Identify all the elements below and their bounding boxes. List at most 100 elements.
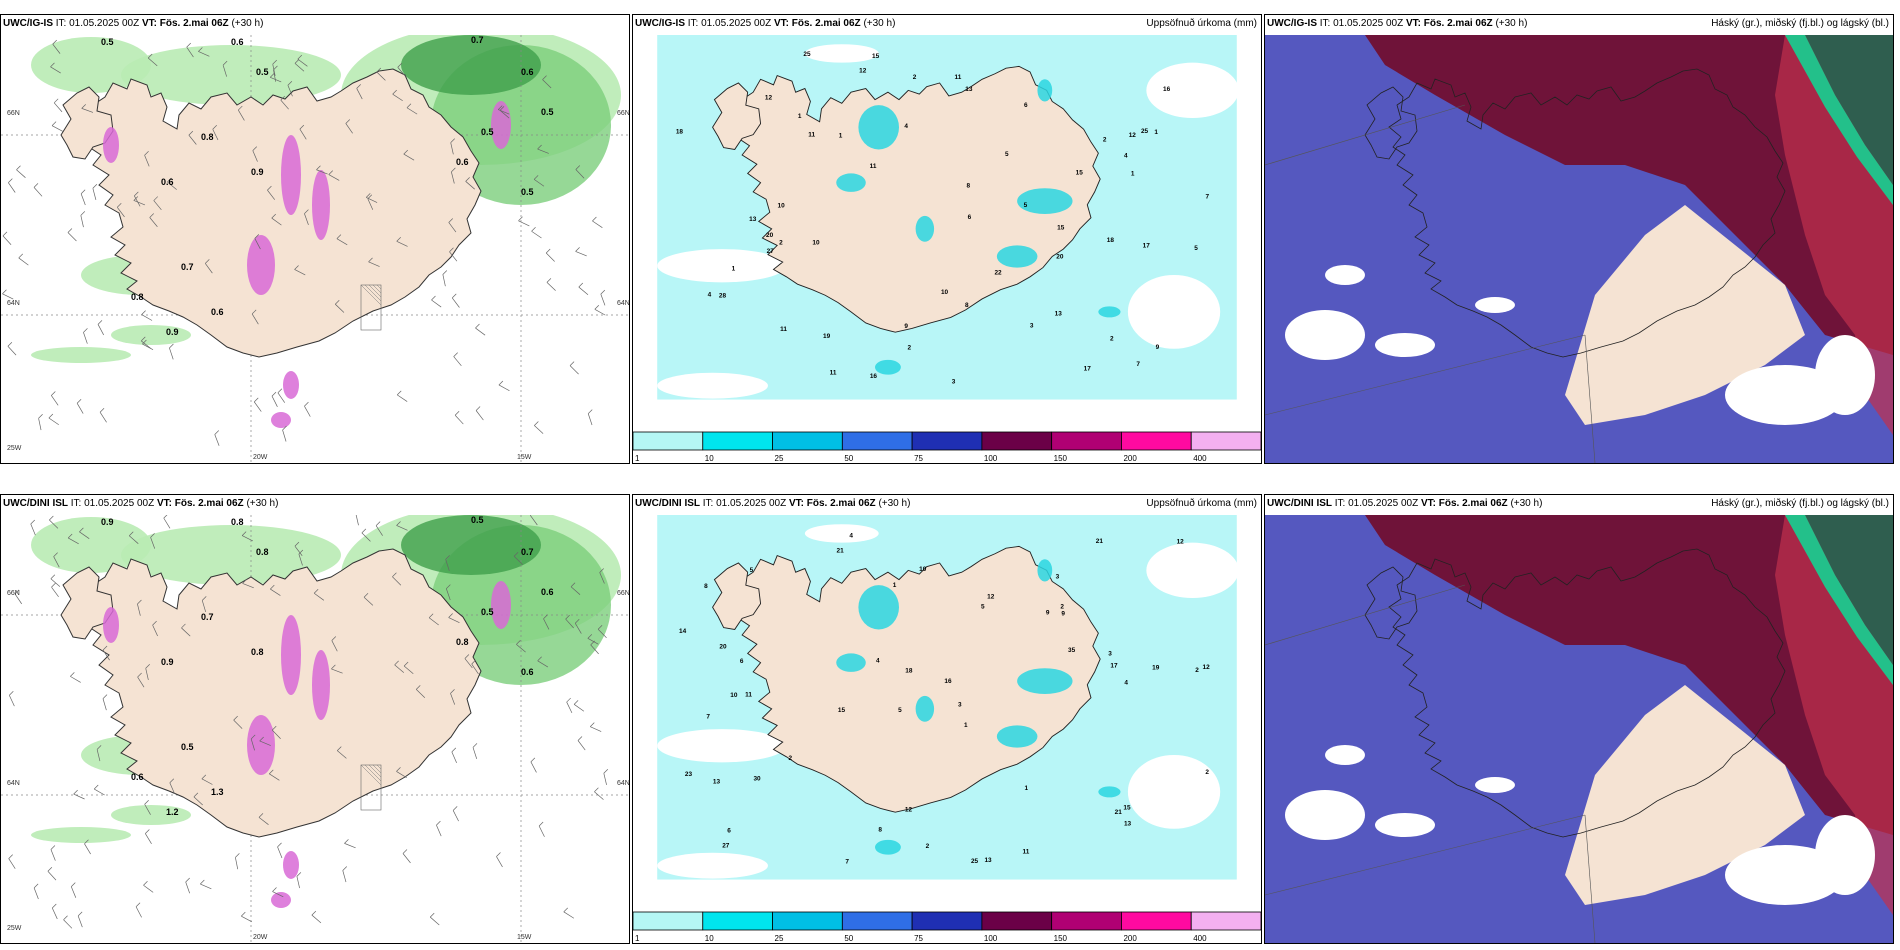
precip-amount: 10	[730, 692, 738, 699]
wind-barb	[465, 181, 475, 190]
wind-barb-feather	[84, 839, 89, 845]
wind-barb	[251, 313, 259, 325]
wind-barb-feather	[590, 722, 595, 727]
wind-barb	[345, 123, 353, 134]
wind-barb	[94, 788, 105, 796]
heavy-precip-area	[247, 715, 275, 775]
wind-barb-feather	[167, 177, 172, 183]
precip-amount: 3	[1030, 322, 1034, 329]
wind-barb	[565, 618, 574, 629]
precip-amount: 7	[1136, 361, 1140, 368]
wind-barb-feather	[496, 852, 501, 857]
wind-barb	[272, 64, 276, 77]
wind-barb-feather	[294, 541, 300, 547]
precip-value: 0.8	[251, 647, 264, 657]
wind-barb-feather	[578, 282, 584, 288]
wind-barb-feather	[63, 915, 68, 921]
wind-barb-feather	[403, 149, 409, 155]
wind-barb	[376, 71, 386, 81]
wind-barb-feather	[141, 310, 146, 315]
wind-barb-feather	[429, 912, 435, 918]
wind-barb	[186, 46, 194, 58]
wind-barb-feather	[565, 614, 570, 620]
legend-swatch	[702, 911, 773, 931]
precip-value: 0.5	[471, 515, 484, 525]
wind-barb	[442, 274, 446, 287]
wind-barb	[342, 870, 347, 883]
wind-barb	[577, 740, 586, 751]
precip-amount: 7	[845, 859, 849, 866]
wind-barb	[49, 519, 59, 529]
wind-barb	[445, 588, 451, 601]
precip-amount: 14	[679, 628, 687, 635]
wind-barb-feather	[450, 689, 455, 694]
wind-barb-feather	[8, 854, 13, 859]
wind-barb	[516, 644, 526, 653]
panel-right-title: Uppsöfnuð úrkoma (mm)	[1146, 498, 1257, 509]
model-name: UWC/DINI ISL	[1267, 498, 1332, 509]
wind-barb	[81, 108, 94, 113]
boundary-line	[1584, 814, 1596, 943]
wind-barb-feather	[397, 62, 402, 68]
heavy-precip-area	[281, 135, 301, 215]
precip-amount: 17	[1084, 366, 1092, 373]
lon-label: 20W	[253, 454, 268, 461]
wind-barb	[594, 308, 606, 316]
wind-barb-feather	[145, 829, 150, 834]
wind-barb	[451, 751, 457, 763]
wind-barb	[233, 719, 243, 729]
westfjords-outline	[1364, 86, 1418, 160]
precip-value: 0.6	[131, 772, 144, 782]
wind-barb	[304, 405, 311, 417]
wind-barb-feather	[2, 231, 8, 237]
wind-barb-feather	[67, 533, 73, 539]
wind-barb	[592, 220, 603, 229]
lat-label: 66N	[7, 590, 20, 597]
panel-wind-precip-bottom: UWC/DINI ISL IT: 01.05.2025 00Z VT: Fös.…	[0, 494, 630, 944]
wind-barb-feather	[153, 196, 159, 201]
heavy-precip-area	[281, 615, 301, 695]
wind-barb	[277, 846, 283, 859]
precip-amount: 25	[971, 858, 979, 865]
wind-barb	[133, 195, 141, 207]
wind-barb	[67, 537, 79, 545]
precip-amount: 21	[837, 547, 845, 554]
wind-barb	[129, 535, 139, 544]
wind-barb	[287, 85, 293, 97]
wind-barb	[396, 240, 408, 247]
wind-barb-feather	[163, 515, 168, 519]
precip-amount: 11	[830, 370, 837, 377]
lat-label-right: 64N	[617, 780, 629, 787]
wind-barb	[499, 110, 510, 119]
legend-tick: 150	[1054, 454, 1068, 463]
offset-label: (+30 h)	[1510, 498, 1543, 509]
wind-barb-feather	[534, 421, 539, 426]
wind-barb-feather	[316, 165, 321, 170]
wind-barb	[297, 58, 308, 67]
precip-heavy-area	[858, 585, 900, 630]
wind-barb	[277, 392, 286, 403]
wind-barb	[143, 884, 154, 893]
panel-accum-precip-bottom: UWC/DINI ISL IT: 01.05.2025 00Z VT: Fös.…	[632, 494, 1262, 944]
wind-barb-feather	[16, 165, 21, 170]
wind-barb	[147, 57, 158, 67]
wind-barb-feather	[277, 842, 282, 848]
legend-tick: 25	[775, 934, 784, 943]
wind-barb-feather	[137, 599, 142, 605]
panel-accum-precip-top: UWC/IG-IS IT: 01.05.2025 00Z VT: Fös. 2.…	[632, 14, 1262, 464]
legend-swatch	[841, 431, 913, 451]
precip-amount: 5	[1194, 245, 1198, 252]
wind-barb-feather	[277, 388, 283, 394]
wind-barb-feather	[149, 213, 154, 218]
precip-heavy-area	[858, 105, 900, 150]
wind-barb	[99, 412, 107, 423]
wind-barb	[344, 843, 356, 849]
wind-barb	[97, 324, 104, 336]
dry-area	[1127, 754, 1221, 829]
wind-barb	[537, 660, 549, 668]
wind-barb	[18, 257, 29, 266]
lat-label: 25W	[7, 445, 22, 452]
model-name: UWC/DINI ISL	[635, 498, 700, 509]
clear-sky-area	[1285, 790, 1365, 840]
hatch-line	[364, 764, 382, 782]
